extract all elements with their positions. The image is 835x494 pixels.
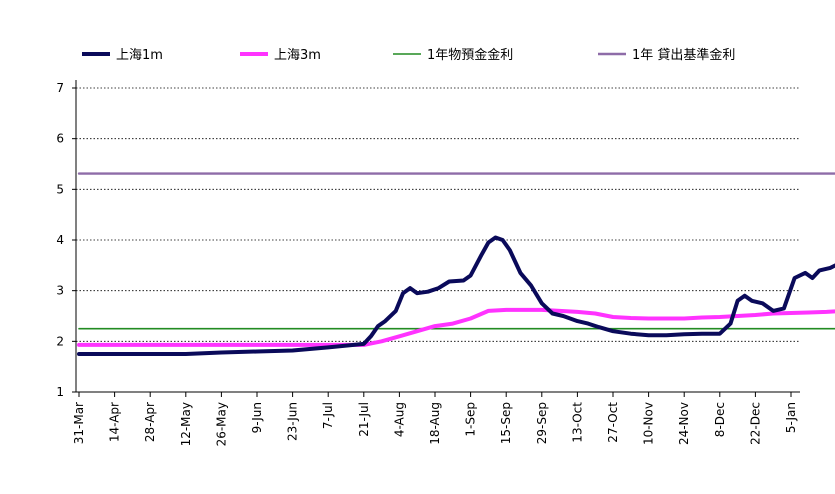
x-tick-label: 14-Apr	[108, 402, 122, 442]
x-tick-label: 23-Jun	[286, 402, 300, 441]
x-tick-label: 28-Apr	[143, 402, 157, 442]
y-tick-label: 6	[56, 132, 64, 146]
series-line-0	[77, 235, 835, 356]
x-tick-label: 10-Nov	[642, 402, 656, 445]
legend-label: 1年 貸出基準金利	[632, 47, 735, 63]
y-tick-label: 1	[56, 385, 64, 399]
x-tick-label: 31-Mar	[72, 402, 86, 444]
y-axis-ticks: 1 2 3 4 5 6 7	[56, 81, 76, 399]
gridlines	[76, 87, 800, 342]
x-tick-label: 21-Jul	[357, 402, 371, 437]
x-tick-label: 12-May	[179, 402, 193, 446]
series-line-1	[77, 307, 835, 347]
y-tick-label: 7	[56, 81, 64, 95]
x-axis-ticks: 31-Mar 14-Apr 28-Apr 12-May 26-May 9-Jun 23-Ju…	[72, 392, 798, 446]
legend: 上海1m 上海3m 1年物預金金利 1年 貸出基準金利	[82, 47, 735, 63]
x-tick-label: 18-Aug	[428, 402, 442, 445]
x-tick-label: 29-Sep	[535, 402, 549, 444]
x-tick-label: 13-Oct	[570, 402, 584, 443]
x-tick-label: 27-Oct	[606, 402, 620, 443]
y-tick-label: 4	[56, 233, 64, 247]
legend-label: 1年物預金金利	[427, 47, 513, 63]
x-tick-label: 22-Dec	[748, 402, 762, 445]
series-lines	[77, 172, 835, 356]
x-tick-label: 26-May	[214, 402, 228, 446]
x-tick-label: 8-Dec	[713, 402, 727, 437]
y-tick-label: 2	[56, 334, 64, 348]
x-tick-label: 4-Aug	[392, 402, 406, 437]
x-tick-label: 5-Jan	[784, 402, 798, 433]
x-tick-label: 24-Nov	[677, 402, 691, 445]
series-line-3	[77, 172, 835, 175]
y-tick-label: 5	[56, 182, 64, 196]
x-tick-label: 15-Sep	[499, 402, 513, 444]
y-tick-label: 3	[56, 284, 64, 298]
x-tick-label: 9-Jun	[250, 402, 264, 433]
legend-label: 上海3m	[274, 48, 321, 63]
x-tick-label: 7-Jul	[321, 402, 335, 429]
legend-label: 上海1m	[116, 48, 163, 63]
series-line-2	[78, 327, 835, 330]
x-tick-label: 1-Sep	[464, 402, 478, 437]
